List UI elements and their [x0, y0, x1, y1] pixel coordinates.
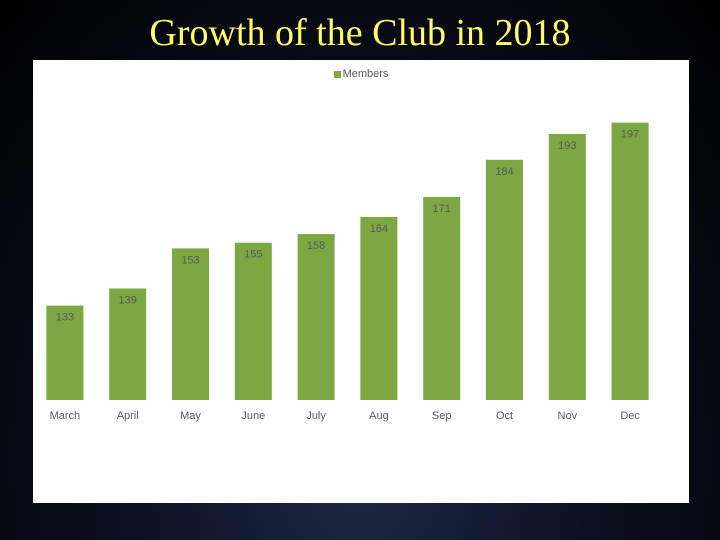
chart-panel: Members 133 March 139 April 153 May 155 June 158… [33, 60, 689, 503]
x-tick-label: Oct [496, 410, 513, 422]
x-tick-label: May [180, 410, 201, 422]
x-tick-label: June [241, 410, 265, 422]
data-label: 153 [181, 254, 199, 266]
data-label: 197 [621, 129, 639, 141]
data-label: 155 [244, 249, 262, 261]
bar-nov [548, 134, 586, 400]
legend-swatch [333, 70, 341, 78]
bar-oct [486, 159, 523, 400]
x-tick-label: Dec [620, 410, 640, 422]
x-tick-label: Aug [369, 410, 389, 422]
bar-june [234, 242, 272, 400]
bar-april [109, 288, 147, 400]
data-label: 158 [307, 240, 325, 252]
bar-aug [360, 217, 398, 400]
bar-dec [611, 122, 649, 400]
data-label: 193 [558, 140, 576, 152]
bar-march [46, 305, 84, 400]
bar-sep [423, 196, 461, 400]
slide-title: Growth of the Club in 2018 [149, 12, 571, 54]
x-tick-label: March [50, 410, 81, 422]
data-label: 164 [370, 223, 388, 235]
data-label: 184 [495, 166, 513, 178]
x-tick-label: Sep [432, 410, 452, 422]
bar-may [172, 248, 209, 400]
data-label: 139 [119, 295, 137, 307]
data-label: 171 [433, 203, 451, 215]
data-label: 133 [56, 312, 74, 324]
bar-chart: 133 March 139 April 153 May 155 June 158 July 164 A… [46, 122, 649, 422]
x-tick-label: Nov [558, 410, 578, 422]
x-tick-label: July [306, 410, 326, 422]
x-tick-label: April [117, 410, 139, 422]
chart-legend: Members [33, 68, 689, 80]
legend-label: Members [342, 68, 389, 81]
bar-july [297, 234, 335, 400]
